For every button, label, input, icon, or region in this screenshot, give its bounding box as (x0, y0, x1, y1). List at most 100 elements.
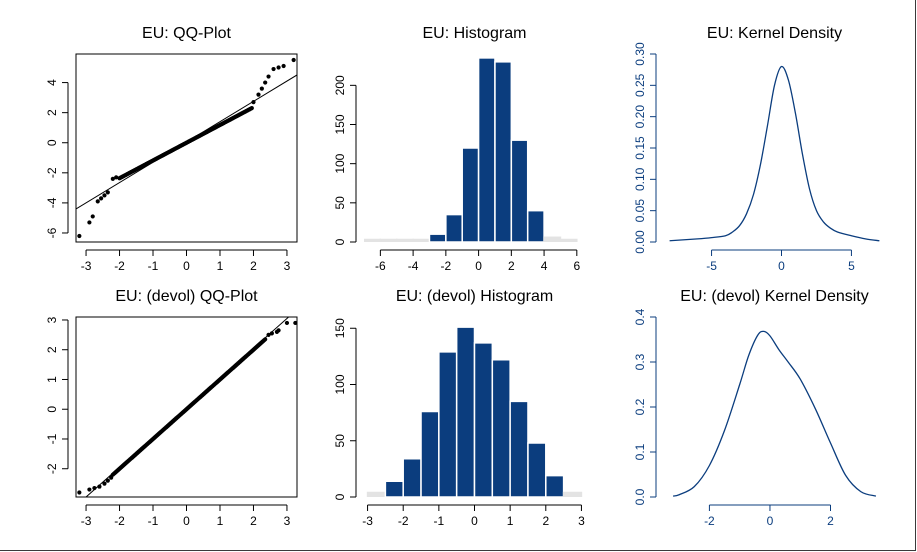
x-tick-label: 3 (284, 259, 291, 273)
x-tick-label: 1 (507, 514, 514, 528)
data-point (269, 331, 274, 336)
x-tick-label: -6 (375, 259, 386, 273)
y-tick-label: 0 (45, 406, 59, 413)
data-point (102, 481, 107, 486)
data-point (114, 175, 119, 180)
y-axis: 0 50 100 150 (333, 318, 357, 500)
y-axis: -2 -1 0 1 2 3 (45, 316, 69, 474)
data-point (87, 487, 92, 492)
plot-area (366, 326, 583, 497)
x-tick-label: 0 (778, 259, 785, 273)
x-tick-label: 0 (183, 259, 190, 273)
histogram-bar (402, 458, 422, 497)
y-tick-label: 0.00 (633, 230, 647, 254)
histogram-bar (477, 57, 496, 242)
y-axis: 0.00 0.05 0.10 0.15 0.20 0.25 0.30 (633, 42, 657, 254)
data-point (291, 57, 296, 63)
x-tick-label: 2 (508, 259, 515, 273)
y-tick-label: 0.05 (633, 199, 647, 223)
data-point (110, 176, 115, 181)
x-tick-label: -2 (114, 259, 125, 273)
y-tick-label: 150 (333, 318, 347, 338)
histogram-bar (510, 139, 529, 242)
data-point (281, 63, 286, 69)
x-tick-label: -3 (81, 514, 92, 528)
histogram-bar (384, 480, 404, 497)
histogram-bar (473, 342, 494, 497)
plot-frame (75, 316, 298, 498)
x-tick-label: -2 (114, 514, 125, 528)
chart-title: EU: Kernel Density (707, 25, 842, 42)
density-line (669, 65, 880, 242)
panel-kde1: EU: Kernel Density-5 0 50.000.050.100.150.… (633, 25, 880, 273)
data-point (259, 86, 264, 91)
panel-qq1: EU: QQ-Plot -3 -2 -1 0 1 2 3 -6 -4 -2 0 2 4 (45, 25, 298, 273)
y-tick-label: 2 (45, 109, 59, 116)
chart-title: EU: (devol) QQ-Plot (115, 288, 258, 305)
x-tick-label: -2 (441, 259, 452, 273)
x-tick-label: 0 (767, 514, 774, 528)
x-tick-label: -2 (398, 514, 409, 528)
x-tick-label: 0 (471, 514, 478, 528)
histogram-bar (379, 238, 398, 242)
y-tick-label: 0.3 (633, 353, 647, 370)
y-tick-label: 0.4 (633, 308, 647, 325)
y-tick-label: 100 (333, 374, 347, 394)
y-tick-label: 0.20 (633, 105, 647, 129)
y-tick-label: 0.1 (633, 443, 647, 460)
x-tick-label: -4 (408, 259, 419, 273)
chart-title: EU: (devol) Kernel Density (680, 288, 869, 305)
histogram-bar (366, 491, 387, 497)
histogram-bar (509, 400, 529, 497)
data-point (109, 475, 114, 480)
plot-area (76, 57, 297, 239)
x-tick-label: 2 (250, 259, 257, 273)
y-tick-label: 50 (333, 196, 347, 210)
plot-area (364, 57, 578, 242)
histogram-bar (545, 474, 565, 497)
x-axis: -6 -4 -2 0 2 4 6 (375, 249, 580, 273)
data-point (95, 199, 100, 204)
y-tick-label: 100 (333, 153, 347, 173)
data-point (77, 490, 82, 495)
histogram-bar (428, 233, 447, 242)
y-tick-label: -2 (45, 463, 59, 474)
data-point (105, 190, 110, 195)
histogram-bar (420, 410, 440, 497)
data-point (102, 193, 107, 198)
x-tick-label: -1 (434, 514, 445, 528)
data-point (256, 92, 261, 97)
x-axis: -3 -2 -1 0 1 2 3 (81, 504, 291, 528)
data-point (90, 214, 95, 219)
plot-area (672, 330, 877, 497)
data-point (99, 196, 104, 201)
x-tick-label: 2 (827, 514, 834, 528)
histogram-bar (438, 351, 458, 497)
data-point (263, 337, 268, 342)
x-axis: -3 -2 -1 0 1 2 3 (81, 249, 291, 273)
y-tick-label: 0.10 (633, 167, 647, 191)
x-tick-label: 0 (475, 259, 482, 273)
y-tick-label: 0 (45, 139, 59, 146)
x-tick-label: -1 (148, 514, 159, 528)
y-tick-label: 0.15 (633, 136, 647, 160)
x-axis: -2 0 2 (704, 504, 834, 528)
x-tick-label: 6 (573, 259, 580, 273)
y-axis: 0 50 100 150 200 (333, 75, 357, 245)
data-point (249, 106, 254, 111)
x-tick-label: 1 (217, 259, 224, 273)
data-point (293, 320, 297, 326)
y-axis: 0.0 0.1 0.2 0.3 0.4 (633, 308, 657, 505)
data-point (77, 233, 82, 239)
y-tick-label: 1 (45, 376, 59, 383)
y-tick-label: 150 (333, 114, 347, 134)
y-tick-label: 4 (45, 79, 59, 86)
chart-title: EU: (devol) Histogram (396, 288, 553, 305)
x-tick-label: 1 (217, 514, 224, 528)
data-point (271, 66, 276, 72)
x-tick-label: 4 (541, 259, 548, 273)
y-tick-label: 200 (333, 75, 347, 95)
data-point (266, 332, 271, 337)
x-tick-label: 2 (250, 514, 257, 528)
